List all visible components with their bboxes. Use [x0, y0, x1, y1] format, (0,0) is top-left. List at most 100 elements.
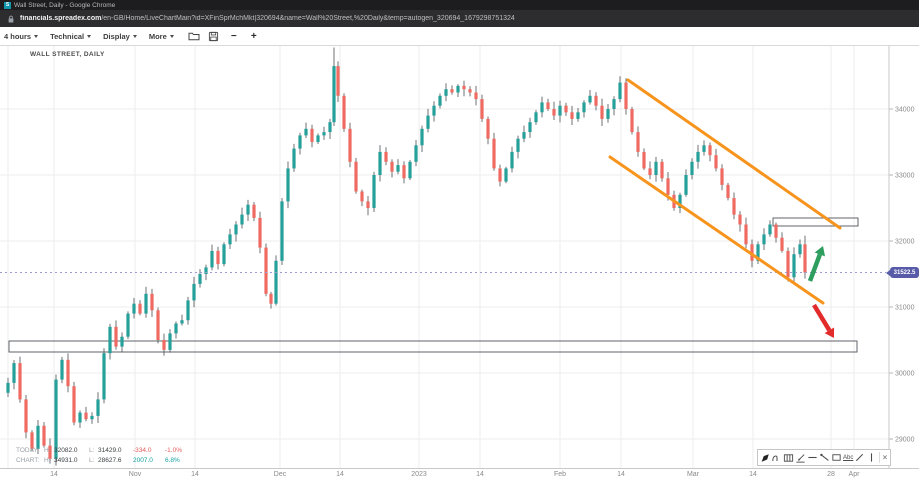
- bearish-scenario-arrow[interactable]: [824, 327, 835, 338]
- candle-down: [474, 92, 478, 100]
- date-tick-label: 28: [827, 471, 835, 478]
- save-chart-icon[interactable]: [208, 30, 220, 42]
- candle-up: [120, 336, 124, 347]
- candle-up: [240, 214, 244, 225]
- chart-area[interactable]: 34000 33000 32000 31000 30000 29000 WALL STRE…: [0, 46, 919, 468]
- candle-up: [132, 303, 136, 314]
- candle-down: [348, 128, 352, 162]
- candle-up: [210, 250, 214, 268]
- candle-up: [798, 244, 802, 255]
- candle-up: [186, 300, 190, 321]
- bullish-scenario-arrow-shaft[interactable]: [807, 253, 822, 282]
- chevron-down-icon: [169, 34, 174, 38]
- candle-up: [528, 122, 532, 133]
- bullish-scenario-arrow[interactable]: [814, 246, 826, 257]
- candle-up: [768, 224, 772, 235]
- elbow-line-tool[interactable]: [771, 451, 782, 464]
- candle-down: [726, 184, 730, 199]
- resistance-zone-box[interactable]: [772, 217, 859, 227]
- candle-up: [372, 175, 376, 208]
- date-tick-label: 14: [191, 471, 199, 478]
- candle-down: [594, 95, 598, 106]
- candle-up: [304, 128, 308, 136]
- candle-down: [402, 165, 406, 179]
- candle-down: [732, 198, 736, 215]
- candle-down: [366, 201, 370, 208]
- candle-up: [126, 313, 130, 337]
- trendline-tool[interactable]: [819, 451, 830, 464]
- text-tool[interactable]: Abc: [843, 454, 854, 461]
- candle-up: [438, 95, 442, 106]
- candle-down: [30, 432, 34, 449]
- padlock-icon[interactable]: [7, 14, 15, 24]
- bearish-scenario-arrow-shaft[interactable]: [812, 303, 832, 332]
- channel-trendline-lower[interactable]: [608, 155, 825, 305]
- price-tick-label: 34000: [895, 107, 915, 114]
- candle-up: [328, 122, 332, 133]
- candle-up: [576, 112, 580, 119]
- horizontal-line-tool[interactable]: [807, 451, 818, 464]
- candle-up: [510, 151, 514, 169]
- candle-down: [258, 217, 262, 248]
- candle-up: [332, 66, 336, 123]
- candle-down: [666, 178, 670, 195]
- window-title: Wall Street, Daily - Google Chrome: [14, 1, 116, 9]
- date-tick-label: 2023: [411, 471, 427, 478]
- candle-down: [492, 138, 496, 169]
- candle-up: [12, 363, 16, 383]
- zoom-in-button[interactable]: +: [250, 30, 257, 42]
- fib-grid-tool[interactable]: [783, 451, 794, 464]
- candle-down: [744, 224, 748, 245]
- candle-up: [6, 382, 10, 393]
- candle-down: [384, 151, 388, 162]
- candle-up: [286, 168, 290, 202]
- date-axis: 14 Nov 14 Dec 14 2023 14 Feb 14 Mar 14 28 Apr: [0, 468, 919, 482]
- candle-up: [298, 135, 302, 149]
- legend-today-row: TODAY: H: 32082.0 L: 31429.0 -334.0 -1.0…: [16, 447, 182, 454]
- window-titlebar[interactable]: S Wall Street, Daily - Google Chrome: [0, 0, 919, 10]
- candle-up: [414, 145, 418, 162]
- candle-up: [606, 109, 610, 119]
- close-drawbar-button[interactable]: ×: [882, 453, 888, 462]
- candle-down: [642, 151, 646, 169]
- address-bar[interactable]: financials.spreadex.com/en-GB/Home/LiveC…: [0, 10, 919, 27]
- candle-up: [540, 102, 544, 113]
- candle-down: [24, 399, 28, 433]
- candle-up: [558, 105, 562, 116]
- timeframe-dropdown[interactable]: 4 hours: [4, 32, 39, 41]
- date-tick-label: Apr: [848, 471, 860, 478]
- open-chart-icon[interactable]: [188, 30, 200, 42]
- zoom-out-button[interactable]: −: [230, 30, 237, 42]
- more-dropdown[interactable]: More: [149, 32, 174, 41]
- candle-up: [618, 82, 622, 100]
- candle-up: [612, 99, 616, 109]
- drawing-toolbar: Abc ×: [757, 449, 891, 466]
- candle-up: [588, 95, 592, 103]
- candlestick-chart-canvas[interactable]: 34000 33000 32000 31000 30000 29000: [0, 46, 919, 468]
- display-dropdown[interactable]: Display: [103, 32, 137, 41]
- candle-down: [310, 128, 314, 142]
- date-tick-label: Mar: [686, 471, 700, 478]
- candle-down: [150, 293, 154, 311]
- trend-angle-tool[interactable]: [795, 451, 806, 464]
- pointer-tool[interactable]: [760, 451, 770, 464]
- channel-trendline-upper[interactable]: [626, 78, 842, 230]
- candle-up: [144, 293, 148, 314]
- rectangle-tool[interactable]: [831, 451, 842, 464]
- candle-up: [222, 244, 226, 265]
- candle-up: [234, 224, 238, 235]
- vertical-line-tool[interactable]: [866, 451, 877, 464]
- candle-up: [174, 323, 178, 334]
- candle-up: [228, 234, 232, 245]
- candle-up: [108, 326, 112, 354]
- candle-down: [552, 109, 556, 116]
- price-tick-label: 31000: [895, 305, 915, 312]
- support-zone-box[interactable]: [8, 340, 858, 353]
- technical-dropdown[interactable]: Technical: [50, 32, 92, 41]
- diagonal-line-tool[interactable]: [854, 451, 865, 464]
- candle-down: [114, 326, 118, 347]
- candle-up: [322, 132, 326, 136]
- candle-down: [336, 66, 340, 96]
- url-text[interactable]: financials.spreadex.com/en-GB/Home/LiveC…: [20, 15, 515, 22]
